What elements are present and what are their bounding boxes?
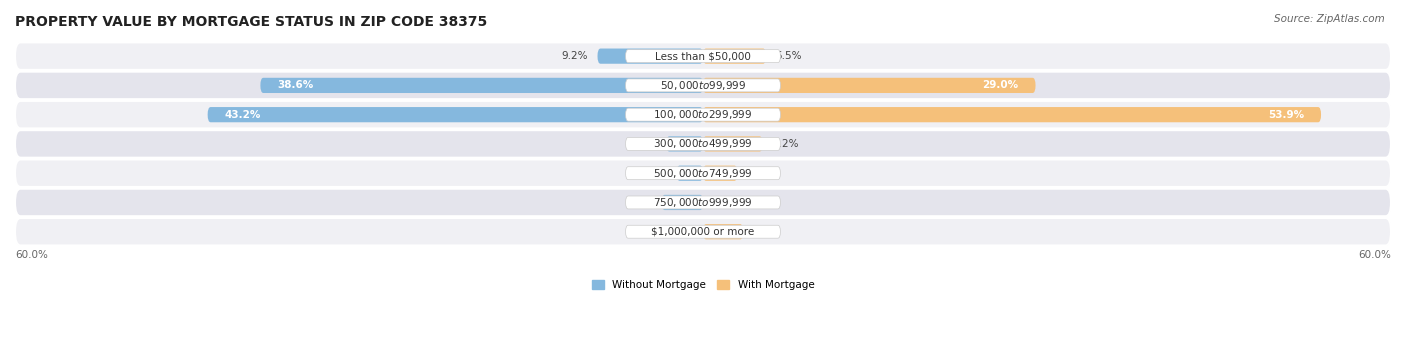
Text: 5.5%: 5.5% <box>775 51 801 61</box>
FancyBboxPatch shape <box>626 167 780 180</box>
Text: $100,000 to $299,999: $100,000 to $299,999 <box>654 108 752 121</box>
FancyBboxPatch shape <box>15 72 1391 99</box>
Text: 5.2%: 5.2% <box>772 139 799 149</box>
Text: 0.0%: 0.0% <box>713 198 738 207</box>
FancyBboxPatch shape <box>703 107 1322 122</box>
Text: Source: ZipAtlas.com: Source: ZipAtlas.com <box>1274 14 1385 23</box>
FancyBboxPatch shape <box>703 136 762 152</box>
Text: 53.9%: 53.9% <box>1268 110 1303 120</box>
Text: 60.0%: 60.0% <box>15 250 48 260</box>
FancyBboxPatch shape <box>703 49 766 64</box>
FancyBboxPatch shape <box>260 78 703 93</box>
FancyBboxPatch shape <box>626 137 780 150</box>
FancyBboxPatch shape <box>703 166 737 181</box>
FancyBboxPatch shape <box>626 108 780 121</box>
Text: 3.2%: 3.2% <box>631 139 657 149</box>
Text: $300,000 to $499,999: $300,000 to $499,999 <box>654 137 752 150</box>
Text: Less than $50,000: Less than $50,000 <box>655 51 751 61</box>
Text: $500,000 to $749,999: $500,000 to $749,999 <box>654 167 752 180</box>
FancyBboxPatch shape <box>626 225 780 238</box>
FancyBboxPatch shape <box>208 107 703 122</box>
FancyBboxPatch shape <box>598 49 703 64</box>
FancyBboxPatch shape <box>15 218 1391 245</box>
FancyBboxPatch shape <box>15 159 1391 187</box>
Text: 60.0%: 60.0% <box>1358 250 1391 260</box>
FancyBboxPatch shape <box>703 224 744 239</box>
Text: 3.5%: 3.5% <box>752 227 779 237</box>
FancyBboxPatch shape <box>626 196 780 209</box>
FancyBboxPatch shape <box>15 189 1391 216</box>
FancyBboxPatch shape <box>662 195 703 210</box>
Text: 3.0%: 3.0% <box>747 168 773 178</box>
FancyBboxPatch shape <box>15 101 1391 129</box>
FancyBboxPatch shape <box>703 78 1036 93</box>
Legend: Without Mortgage, With Mortgage: Without Mortgage, With Mortgage <box>588 276 818 294</box>
Text: 2.3%: 2.3% <box>641 168 668 178</box>
Text: $750,000 to $999,999: $750,000 to $999,999 <box>654 196 752 209</box>
Text: 9.2%: 9.2% <box>562 51 588 61</box>
Text: PROPERTY VALUE BY MORTGAGE STATUS IN ZIP CODE 38375: PROPERTY VALUE BY MORTGAGE STATUS IN ZIP… <box>15 15 488 29</box>
FancyBboxPatch shape <box>666 136 703 152</box>
Text: 0.0%: 0.0% <box>668 227 693 237</box>
Text: $1,000,000 or more: $1,000,000 or more <box>651 227 755 237</box>
FancyBboxPatch shape <box>15 130 1391 158</box>
FancyBboxPatch shape <box>626 50 780 63</box>
Text: 38.6%: 38.6% <box>277 80 314 90</box>
FancyBboxPatch shape <box>15 42 1391 70</box>
Text: 43.2%: 43.2% <box>225 110 262 120</box>
FancyBboxPatch shape <box>676 166 703 181</box>
Text: $50,000 to $99,999: $50,000 to $99,999 <box>659 79 747 92</box>
Text: 3.6%: 3.6% <box>626 198 652 207</box>
Text: 29.0%: 29.0% <box>983 80 1018 90</box>
FancyBboxPatch shape <box>626 79 780 92</box>
